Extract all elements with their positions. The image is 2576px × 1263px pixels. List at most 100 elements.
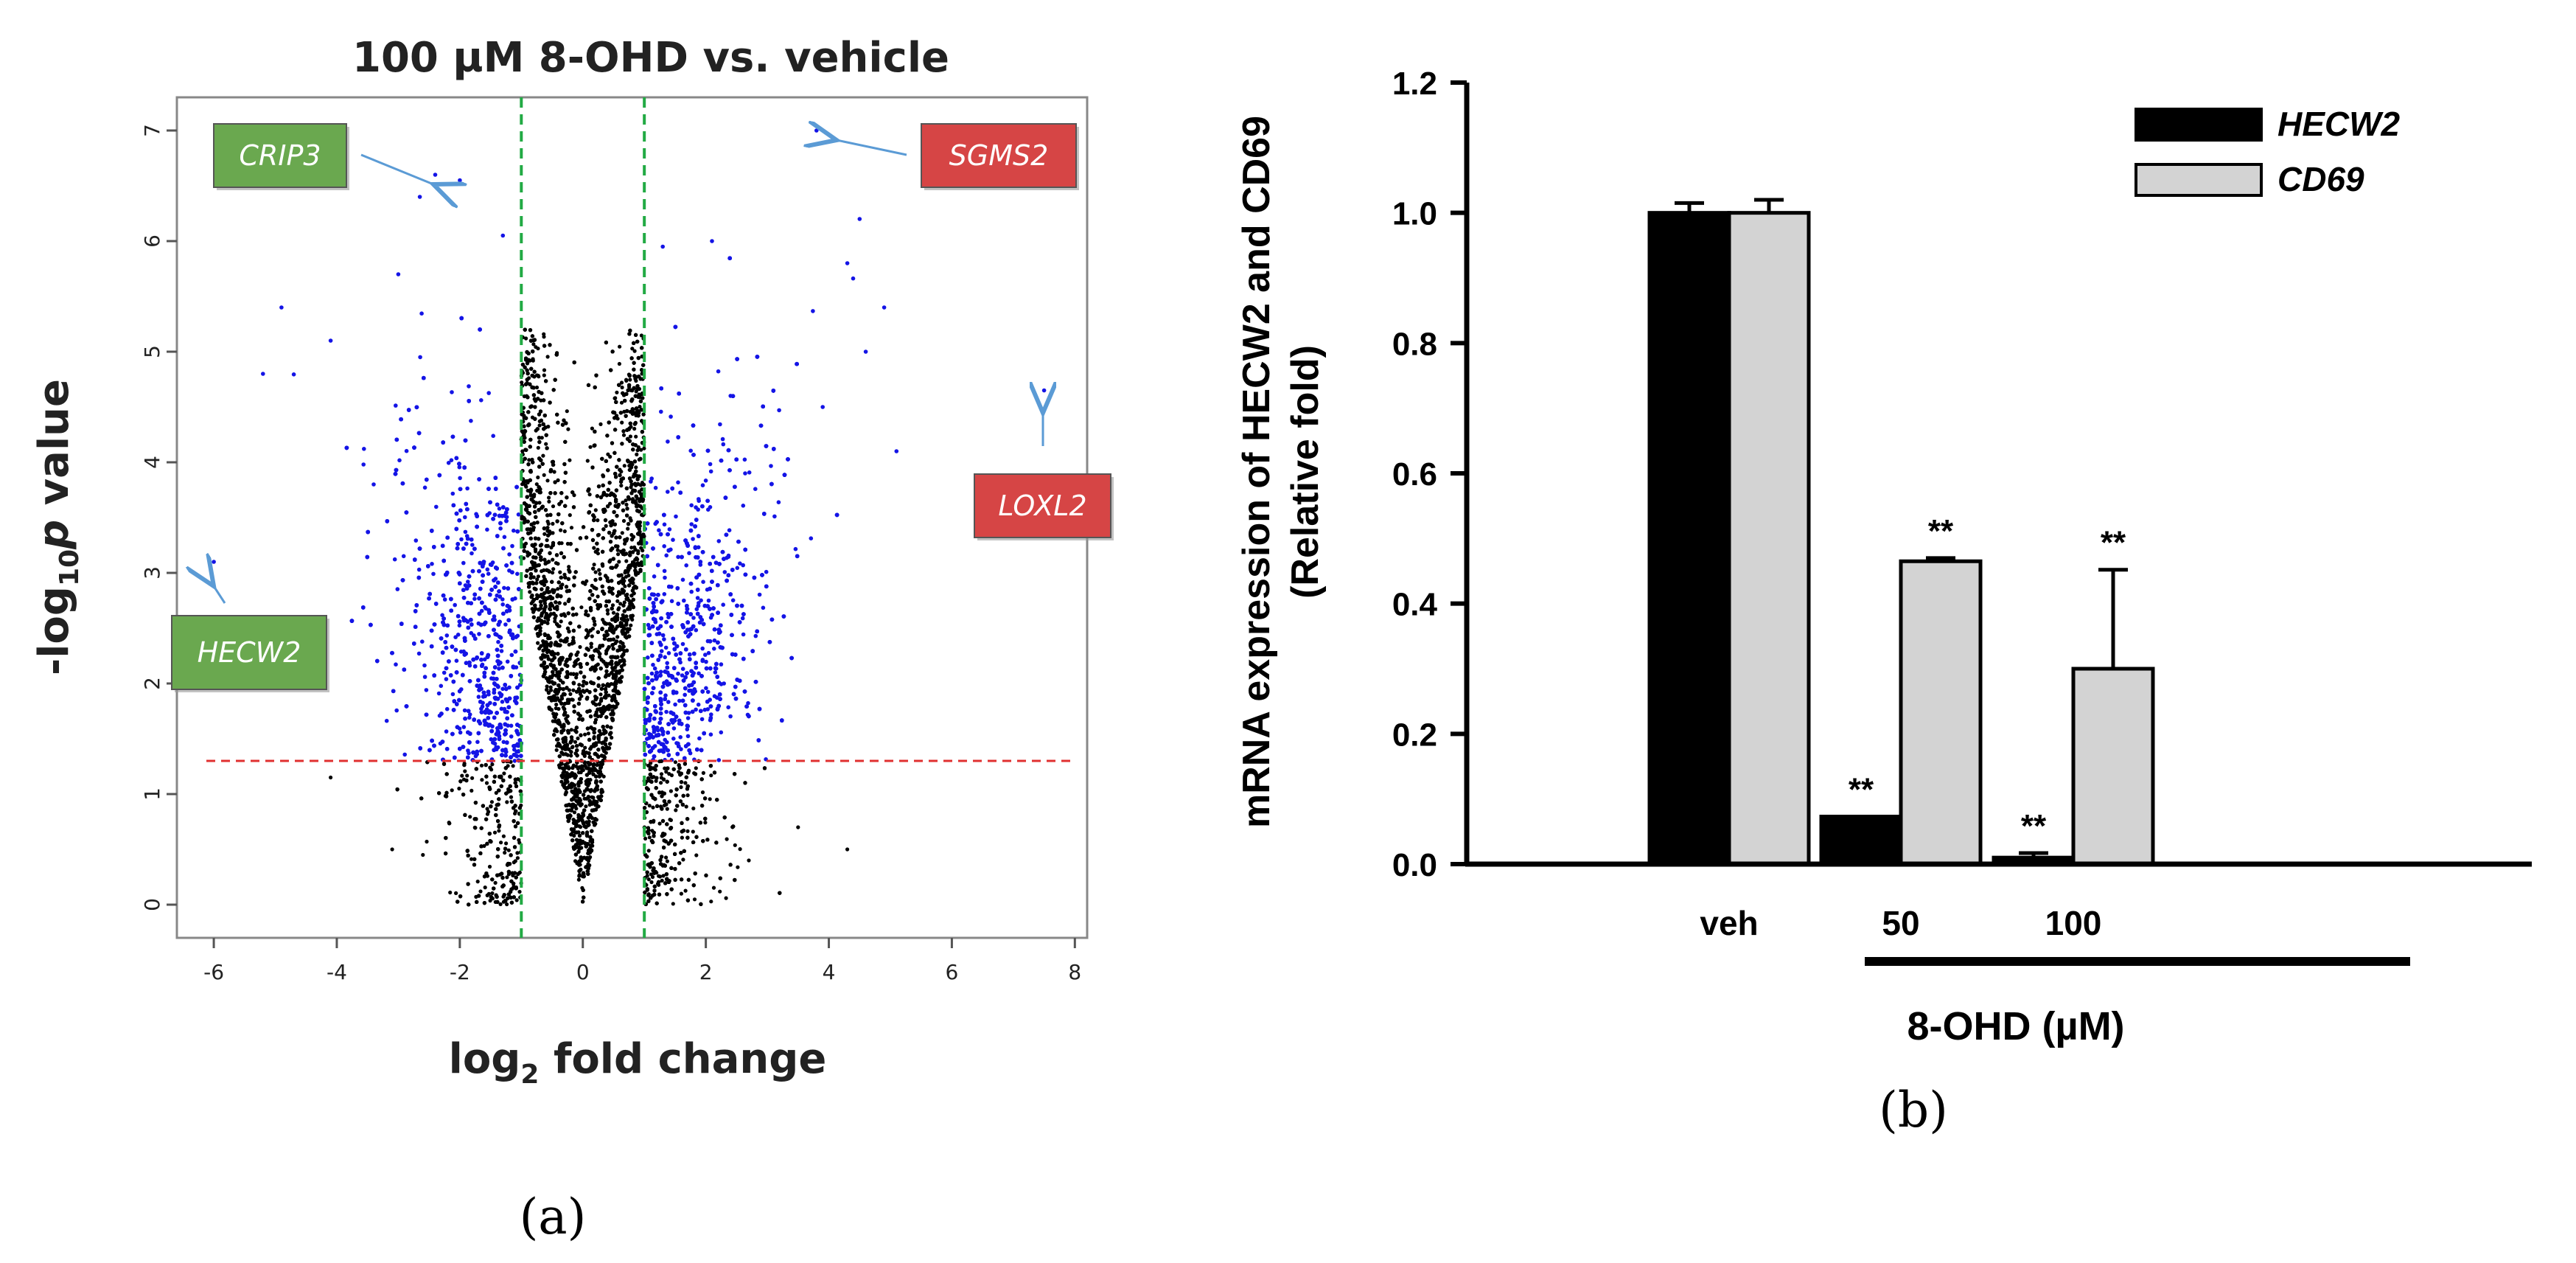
data-point <box>542 532 547 536</box>
data-point <box>468 815 472 819</box>
data-point <box>718 889 722 894</box>
data-point <box>711 886 716 890</box>
data-point <box>667 772 671 776</box>
data-point <box>622 464 626 468</box>
data-point <box>559 779 564 784</box>
data-point <box>586 731 591 736</box>
data-point <box>486 891 492 896</box>
data-point <box>460 773 464 778</box>
data-point <box>569 526 574 530</box>
data-point <box>654 779 658 783</box>
data-point <box>586 862 590 866</box>
data-point <box>487 864 492 869</box>
data-point <box>635 556 639 560</box>
data-point <box>572 664 576 668</box>
data-point <box>578 825 583 829</box>
data-point <box>528 590 532 594</box>
data-point <box>497 829 501 833</box>
data-point <box>545 526 550 530</box>
data-point <box>553 619 557 624</box>
data-point <box>554 703 559 707</box>
data-point <box>736 865 740 869</box>
data-point <box>694 766 698 770</box>
data-point <box>596 804 601 809</box>
data-point <box>541 453 545 458</box>
data-point <box>611 610 616 615</box>
data-point <box>624 377 629 382</box>
data-point <box>595 763 599 768</box>
data-point <box>571 688 576 692</box>
data-point <box>502 771 506 776</box>
data-point <box>506 848 511 852</box>
data-point <box>578 644 582 650</box>
data-point <box>597 568 601 572</box>
data-point <box>534 385 540 390</box>
data-point <box>598 692 603 697</box>
data-point <box>701 770 706 775</box>
data-point <box>610 698 615 703</box>
data-point <box>620 420 624 425</box>
data-point <box>542 335 546 339</box>
data-point <box>589 644 593 650</box>
data-point <box>617 361 622 366</box>
data-point <box>475 880 480 884</box>
data-point <box>494 790 498 795</box>
data-point <box>505 902 509 907</box>
data-point <box>621 613 625 617</box>
data-point <box>677 770 681 774</box>
data-point <box>536 641 540 645</box>
data-point <box>535 577 540 582</box>
data-point <box>457 786 461 791</box>
data-point <box>608 501 612 506</box>
data-point <box>585 459 590 463</box>
data-point <box>499 841 503 845</box>
data-point <box>639 448 643 452</box>
data-point <box>584 804 588 809</box>
data-point <box>526 531 531 535</box>
data-point <box>583 732 587 737</box>
data-point <box>725 837 729 841</box>
data-point <box>583 745 587 750</box>
data-point <box>619 380 624 385</box>
data-point <box>542 373 546 377</box>
data-point <box>622 600 626 605</box>
data-point <box>611 668 615 672</box>
data-point <box>619 400 624 405</box>
data-point <box>651 805 655 810</box>
data-point <box>509 795 514 799</box>
data-point <box>618 344 622 349</box>
data-point <box>551 557 555 562</box>
data-point <box>647 835 652 840</box>
data-point <box>573 740 578 744</box>
data-point <box>567 688 572 692</box>
data-point <box>610 591 615 596</box>
data-point <box>505 875 509 880</box>
data-point <box>535 593 540 597</box>
data-point <box>574 612 579 616</box>
data-point <box>617 606 621 610</box>
data-point <box>646 877 651 882</box>
data-point <box>604 523 608 529</box>
data-point <box>517 889 522 894</box>
data-point <box>606 452 610 456</box>
data-point <box>554 706 558 711</box>
data-point <box>514 898 519 902</box>
data-point <box>524 484 528 489</box>
data-point <box>545 684 549 689</box>
data-point <box>569 754 573 758</box>
data-point <box>590 426 595 431</box>
data-point <box>480 778 484 782</box>
data-point <box>691 829 695 834</box>
data-point <box>626 574 631 578</box>
data-point <box>694 853 699 857</box>
data-point <box>657 821 662 826</box>
data-point <box>454 891 458 895</box>
data-point <box>556 587 560 591</box>
data-point <box>572 810 577 815</box>
data-point <box>450 788 454 793</box>
data-point <box>572 833 576 838</box>
data-point <box>488 898 492 903</box>
data-point <box>665 859 670 863</box>
data-point <box>615 599 620 603</box>
